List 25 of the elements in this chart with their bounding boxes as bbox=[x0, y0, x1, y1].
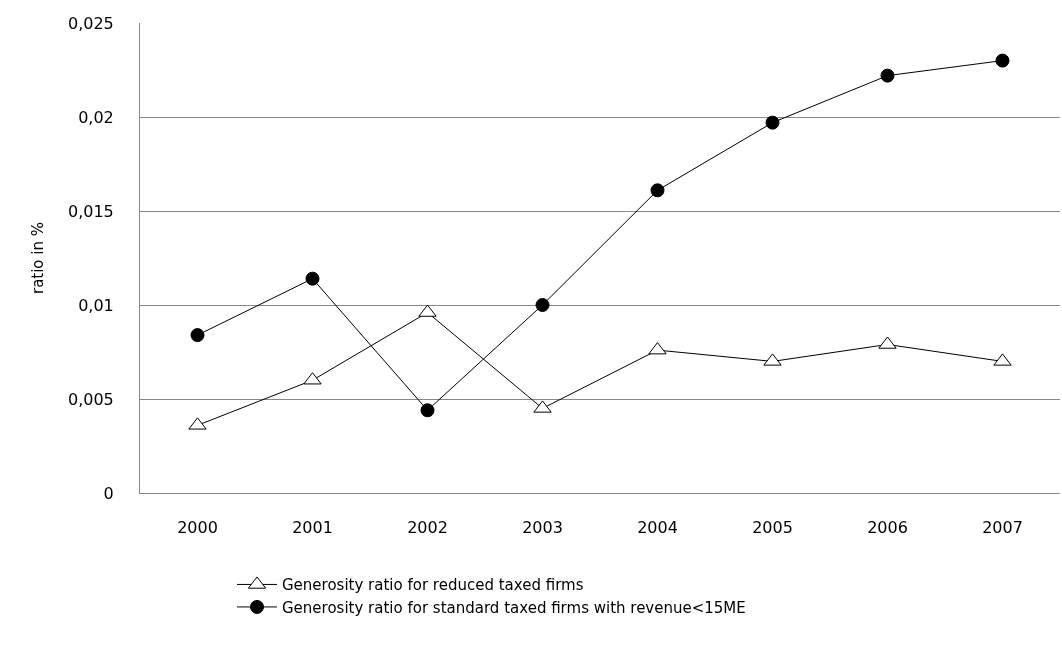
point bbox=[420, 403, 435, 418]
y-tick-label: 0,015 bbox=[67, 201, 114, 221]
point bbox=[650, 183, 665, 198]
x-tick-label: 2002 bbox=[407, 518, 448, 538]
legend-label: Generosity ratio for reduced taxed firms bbox=[282, 576, 584, 595]
point bbox=[995, 53, 1010, 68]
x-tick-label: 2007 bbox=[982, 518, 1023, 538]
point bbox=[305, 271, 320, 286]
point bbox=[765, 115, 780, 130]
point bbox=[535, 298, 550, 312]
point bbox=[190, 328, 205, 343]
x-tick-label: 2004 bbox=[637, 518, 678, 538]
y-tick-label: 0,02 bbox=[78, 107, 114, 127]
x-tick-label: 2005 bbox=[752, 518, 793, 538]
legend-label: Generosity ratio for standard taxed firms with revenue<15ME bbox=[282, 598, 746, 617]
y-tick-label: 0 bbox=[103, 483, 114, 503]
x-tick-label: 2000 bbox=[177, 518, 218, 538]
y-tick-label: 0,025 bbox=[67, 13, 114, 33]
x-tick-label: 2006 bbox=[867, 518, 908, 538]
y-tick-label: 0,01 bbox=[78, 295, 114, 315]
x-tick-label: 2003 bbox=[522, 518, 563, 538]
x-tick-label: 2001 bbox=[292, 518, 333, 538]
y-axis-title: ratio in % bbox=[29, 221, 48, 295]
y-tick-label: 0,005 bbox=[67, 389, 114, 409]
point bbox=[880, 68, 895, 83]
